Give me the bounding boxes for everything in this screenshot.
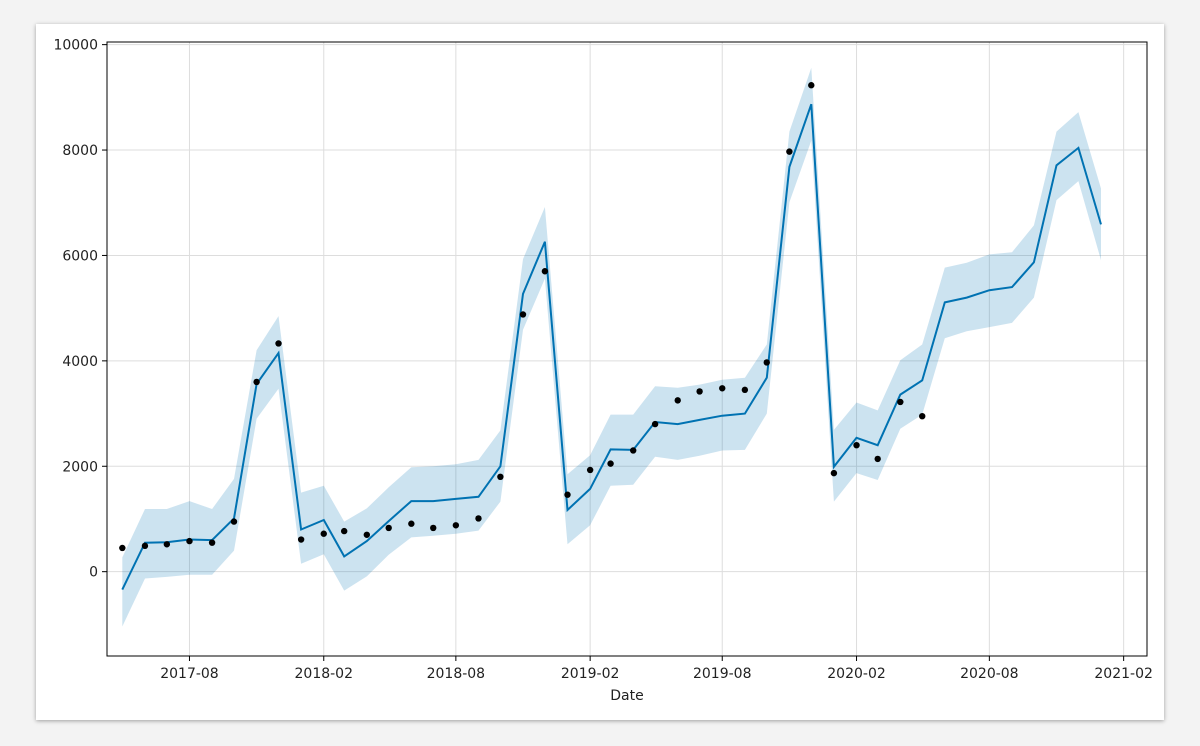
y-tick-label: 10000: [53, 38, 98, 54]
uncertainty-band: [122, 67, 1102, 627]
observed-point: [340, 527, 348, 535]
observed-point: [607, 460, 614, 467]
observed-point: [808, 82, 815, 89]
observed-point: [674, 397, 681, 404]
forecast-chart: 2017-08 2018-02 2018-08 2019-02 2019-08 2020-…: [53, 38, 1152, 704]
uncertainty-band-layer: [122, 67, 1102, 627]
observed-point: [119, 544, 126, 552]
observed-point: [630, 447, 637, 454]
observed-point: [253, 378, 260, 386]
observed-point: [741, 386, 749, 394]
observed-point: [853, 441, 860, 449]
observed-point: [830, 469, 838, 477]
observed-point: [475, 515, 482, 522]
observed-points-layer: [119, 82, 926, 552]
x-tick-label: 2019-08: [693, 666, 752, 682]
y-tick-label: 0: [89, 565, 98, 581]
observed-point: [564, 491, 571, 498]
x-tick-label: 2020-08: [960, 666, 1019, 682]
x-tick-label: 2020-02: [827, 666, 886, 682]
observed-point: [363, 531, 371, 538]
observed-point: [320, 530, 327, 537]
observed-point: [275, 340, 282, 347]
y-tick-label: 2000: [62, 459, 98, 475]
observed-point: [919, 412, 926, 420]
observed-point: [230, 518, 238, 525]
observed-point: [452, 522, 460, 529]
x-tick-label: 2021-02: [1094, 666, 1153, 682]
forecast-line: [121, 103, 1102, 591]
observed-point: [786, 148, 793, 155]
observed-point: [651, 420, 659, 428]
observed-point: [163, 541, 171, 548]
observed-point: [297, 536, 305, 543]
observed-point: [586, 466, 594, 474]
observed-point: [897, 398, 904, 406]
observed-point: [385, 524, 392, 532]
observed-point: [497, 473, 504, 481]
forecast-line-layer: [121, 103, 1102, 591]
y-tick-label: 6000: [62, 248, 98, 264]
axis-ticks: 2017-08 2018-02 2018-08 2019-02 2019-08 2020-…: [53, 38, 1152, 682]
x-tick-label: 2018-08: [427, 666, 486, 682]
y-tick-label: 8000: [62, 143, 98, 159]
y-tick-label: 4000: [62, 354, 98, 370]
chart-figure: 2017-08 2018-02 2018-08 2019-02 2019-08 2020-…: [36, 24, 1164, 720]
observed-point: [408, 520, 415, 527]
plot-frame: [106, 41, 1148, 657]
observed-point: [519, 311, 527, 318]
observed-point: [186, 537, 193, 545]
x-axis-label: Date: [610, 688, 643, 704]
observed-point: [430, 524, 437, 532]
observed-point: [763, 359, 770, 366]
x-tick-label: 2018-02: [295, 666, 354, 682]
observed-point: [541, 268, 549, 275]
observed-point: [696, 388, 703, 395]
observed-point: [208, 539, 216, 546]
x-tick-label: 2017-08: [160, 666, 219, 682]
observed-point: [874, 455, 881, 463]
observed-point: [719, 385, 726, 392]
x-tick-label: 2019-02: [561, 666, 620, 682]
observed-point: [141, 542, 149, 550]
